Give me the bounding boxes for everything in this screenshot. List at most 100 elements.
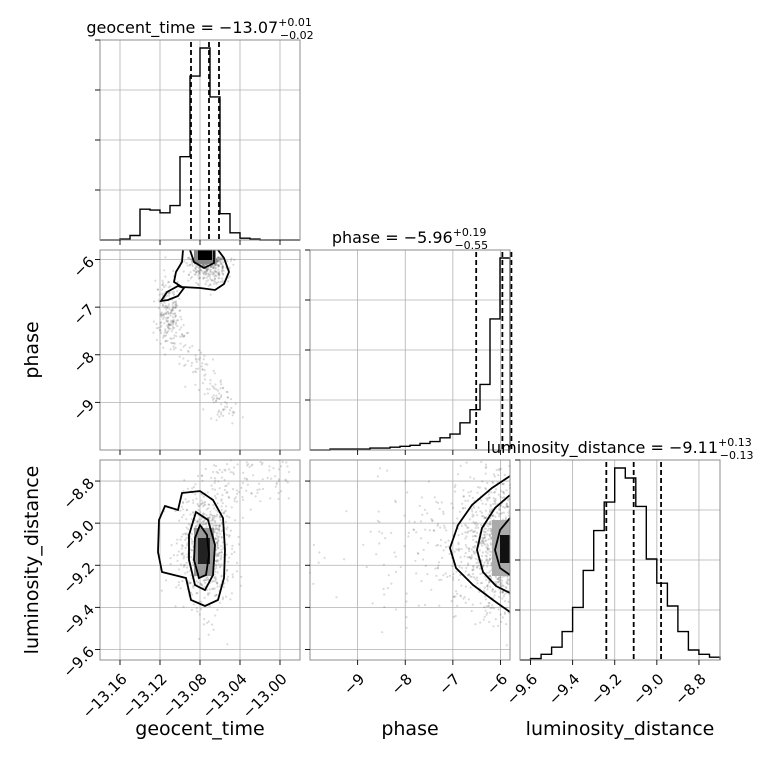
- scatter-point: [440, 501, 443, 504]
- contour-gt-phase-outer: [172, 249, 230, 291]
- scatter-point: [179, 509, 182, 512]
- scatter-point: [203, 393, 206, 396]
- scatter-point: [475, 540, 478, 544]
- scatter-point: [487, 581, 491, 584]
- scatter-point: [204, 581, 207, 585]
- scatter-point: [217, 563, 220, 566]
- scatter-point: [505, 587, 508, 590]
- scatter-point: [497, 577, 500, 581]
- scatter-point: [498, 578, 501, 582]
- scatter-point: [277, 479, 280, 483]
- scatter-point: [215, 261, 218, 264]
- scatter-point: [155, 327, 158, 330]
- scatter-point: [505, 489, 508, 492]
- scatter-point: [206, 275, 210, 278]
- scatter-point: [222, 414, 225, 417]
- scatter-point: [498, 507, 501, 510]
- scatter-point: [501, 616, 504, 619]
- scatter-point: [415, 531, 418, 534]
- scatter-point: [483, 543, 486, 546]
- scatter-point: [170, 310, 173, 313]
- scatter-point: [195, 370, 198, 373]
- scatter-point: [173, 334, 176, 337]
- scatter-point: [219, 256, 222, 259]
- scatter-point: [198, 637, 201, 641]
- scatter-point: [239, 584, 242, 587]
- scatter-point: [497, 608, 500, 611]
- scatter-point: [494, 515, 497, 519]
- scatter-point: [169, 557, 172, 560]
- scatter-point: [488, 574, 491, 577]
- scatter-point: [215, 270, 218, 273]
- scatter-point: [453, 485, 456, 489]
- scatter-point: [216, 543, 219, 546]
- scatter-point: [171, 342, 174, 345]
- scatter-point: [206, 392, 210, 395]
- scatter-point: [495, 511, 499, 514]
- scatter-point: [167, 305, 170, 308]
- scatter-point: [288, 470, 291, 474]
- scatter-point: [235, 570, 239, 573]
- scatter-point: [214, 479, 217, 482]
- scatter-point: [212, 470, 215, 474]
- scatter-point: [217, 256, 220, 259]
- scatter-point: [200, 522, 203, 525]
- scatter-point: [223, 478, 226, 482]
- scatter-point: [185, 532, 188, 535]
- scatter-point: [439, 526, 442, 529]
- scatter-point: [170, 309, 173, 312]
- scatter-point: [471, 569, 474, 572]
- scatter-point: [256, 488, 259, 492]
- scatter-point: [501, 483, 504, 486]
- scatter-point: [489, 576, 493, 579]
- scatter-point: [488, 520, 491, 524]
- scatter-point: [420, 580, 423, 583]
- scatter-point: [228, 275, 231, 278]
- scatter-point: [183, 555, 186, 558]
- scatter-point: [213, 594, 216, 598]
- scatter-point: [497, 580, 500, 584]
- scatter-point: [494, 502, 497, 505]
- scatter-point: [501, 590, 505, 593]
- scatter-point: [172, 322, 175, 325]
- scatter-point: [160, 301, 163, 304]
- scatter-point: [473, 546, 476, 549]
- scatter-point: [470, 554, 473, 557]
- scatter-point: [506, 505, 509, 508]
- scatter-point: [498, 508, 501, 511]
- scatter-point: [170, 330, 173, 333]
- scatter-point: [216, 260, 219, 263]
- scatter-point: [163, 306, 166, 309]
- scatter-point: [187, 580, 190, 583]
- scatter-point: [169, 314, 172, 317]
- scatter-point: [226, 579, 229, 582]
- scatter-point: [506, 582, 509, 586]
- scatter-point: [211, 358, 215, 361]
- x-tick-label: −9.4: [545, 670, 583, 708]
- scatter-point: [236, 463, 239, 466]
- scatter-point: [214, 537, 217, 540]
- scatter-point: [220, 413, 223, 416]
- scatter-point: [382, 563, 385, 566]
- scatter-point: [198, 276, 201, 279]
- scatter-point: [464, 570, 467, 573]
- scatter-point: [465, 566, 468, 570]
- scatter-point: [260, 463, 263, 466]
- histogram-luminosity_distance: [520, 467, 721, 661]
- scatter-point: [234, 402, 237, 405]
- scatter-point: [215, 263, 219, 266]
- scatter-point: [381, 631, 384, 634]
- scatter-point: [215, 532, 218, 535]
- scatter-point: [195, 580, 198, 583]
- scatter-point: [200, 600, 203, 603]
- scatter-point: [194, 357, 197, 360]
- scatter-point: [215, 388, 218, 391]
- scatter-point: [208, 503, 211, 506]
- scatter-point: [417, 552, 420, 555]
- scatter-point: [486, 547, 489, 550]
- scatter-point: [217, 272, 220, 275]
- scatter-point: [475, 524, 478, 527]
- scatter-point: [417, 604, 420, 607]
- scatter-point: [187, 273, 190, 276]
- scatter-point: [224, 520, 228, 523]
